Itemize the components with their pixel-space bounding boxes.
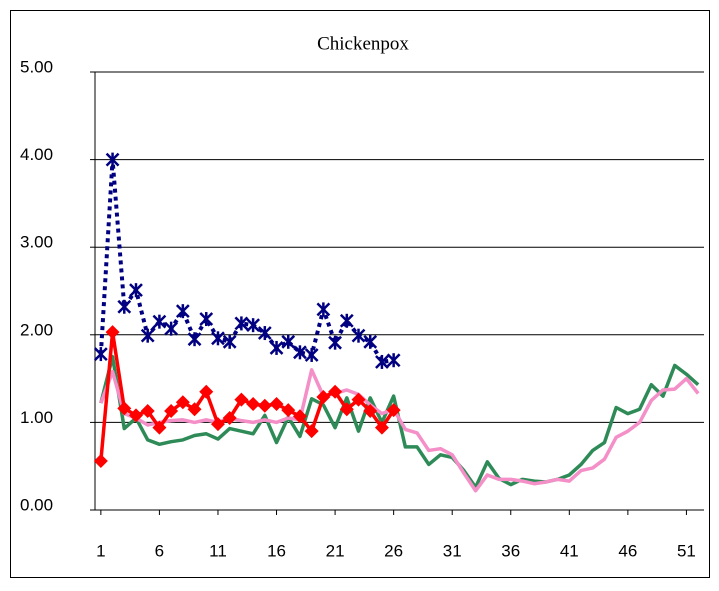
asterisk-marker	[117, 299, 132, 314]
asterisk-marker	[281, 334, 296, 349]
asterisk-marker	[316, 302, 331, 317]
x-tick-label: 6	[155, 541, 164, 560]
series-line	[99, 368, 700, 493]
x-tick-label: 46	[618, 541, 637, 560]
asterisk-marker	[222, 334, 237, 349]
asterisk-marker	[140, 328, 155, 343]
diamond-marker	[292, 409, 307, 424]
x-tick-label: 26	[384, 541, 403, 560]
diamond-marker	[351, 392, 366, 407]
asterisk-marker	[105, 152, 120, 167]
y-tick-label: 1.00	[20, 408, 53, 427]
diamond-marker	[152, 420, 167, 435]
asterisk-marker	[152, 314, 167, 329]
y-tick-label: 2.00	[20, 320, 53, 339]
diamond-marker	[140, 404, 155, 419]
asterisk-marker	[93, 347, 108, 362]
x-tick-label: 51	[677, 541, 696, 560]
diamond-marker	[386, 403, 401, 418]
chart-title: Chickenpox	[317, 33, 409, 54]
diamond-marker	[128, 408, 143, 423]
asterisk-marker	[187, 332, 202, 347]
diamond-marker	[374, 420, 389, 435]
diamond-marker	[234, 392, 249, 407]
asterisk-marker	[234, 316, 249, 331]
diamond-marker	[222, 411, 237, 426]
diamond-marker	[187, 402, 202, 417]
asterisk-marker	[246, 318, 260, 333]
y-tick-label: 4.00	[20, 145, 53, 164]
x-tick-label: 31	[443, 541, 462, 560]
y-tick-label: 5.00	[20, 57, 53, 76]
asterisk-marker	[339, 313, 354, 328]
x-tick-label: 1	[96, 541, 105, 560]
diamond-marker	[105, 325, 120, 340]
diamond-marker	[316, 389, 331, 404]
diamond-marker	[246, 397, 261, 412]
asterisk-marker	[269, 340, 284, 355]
asterisk-marker	[129, 283, 143, 298]
asterisk-marker	[257, 326, 272, 341]
asterisk-marker	[199, 312, 214, 327]
asterisk-marker	[304, 347, 319, 362]
asterisk-marker	[175, 304, 190, 319]
asterisk-marker	[164, 321, 179, 336]
x-tick-label: 36	[501, 541, 520, 560]
diamond-marker	[210, 417, 225, 432]
x-tick-label: 41	[560, 541, 579, 560]
asterisk-marker	[293, 345, 307, 360]
y-tick-label: 0.00	[20, 495, 53, 514]
diamond-marker	[175, 395, 190, 410]
diamond-marker	[363, 404, 378, 419]
diamond-marker	[93, 453, 108, 468]
diamond-marker	[117, 401, 132, 416]
asterisk-marker	[351, 328, 366, 343]
diamond-marker	[269, 397, 284, 412]
diamond-marker	[164, 404, 179, 419]
x-tick-label: 21	[326, 541, 345, 560]
asterisk-marker	[363, 334, 378, 349]
asterisk-marker	[375, 354, 389, 369]
diamond-marker	[281, 403, 296, 418]
diamond-marker	[199, 384, 214, 399]
diamond-marker	[328, 384, 343, 399]
asterisk-marker	[211, 331, 225, 346]
asterisk-marker	[328, 335, 342, 350]
x-tick-label: 16	[267, 541, 286, 560]
diamond-marker	[257, 398, 272, 413]
asterisk-marker	[386, 353, 401, 368]
chart-border	[10, 10, 710, 578]
y-tick-label: 3.00	[20, 233, 53, 252]
diamond-marker	[339, 402, 354, 417]
diamond-marker	[304, 424, 319, 439]
x-tick-label: 11	[209, 541, 227, 560]
